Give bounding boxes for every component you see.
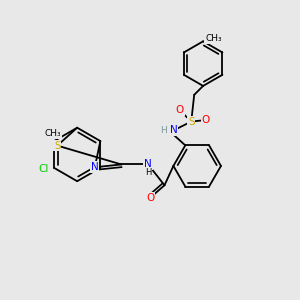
Text: H: H [145,168,151,177]
Text: N: N [169,125,177,136]
Text: S: S [188,117,194,127]
Text: CH₃: CH₃ [44,129,61,138]
Text: N: N [91,162,99,172]
Text: O: O [146,193,154,203]
Text: O: O [201,115,210,125]
Text: O: O [176,105,184,115]
Text: S: S [54,141,61,151]
Text: H: H [160,126,167,135]
Text: N: N [144,160,152,170]
Text: CH₃: CH₃ [205,34,222,43]
Text: Cl: Cl [38,164,49,174]
